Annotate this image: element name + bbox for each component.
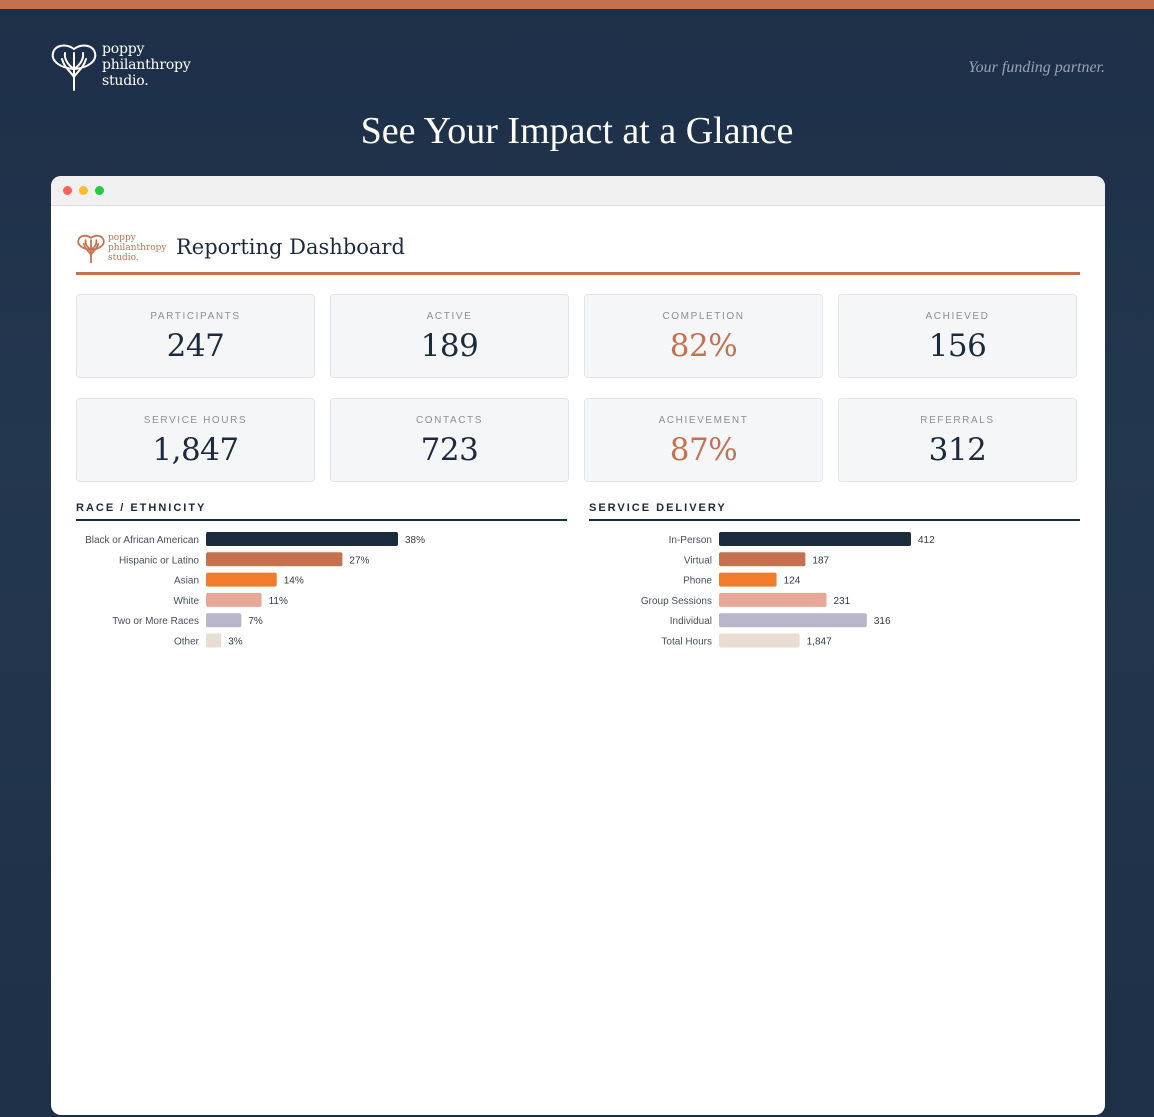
bar-category-label: In-Person [669, 535, 712, 546]
kpi-value: 87% [669, 432, 738, 468]
dashboard-title: Reporting Dashboard [176, 235, 405, 259]
bar[interactable] [719, 572, 777, 587]
bar[interactable] [206, 633, 222, 648]
service-delivery-chart: In-Person 412 Virtual 187 Phone 124 Group Sess… [641, 532, 935, 648]
kpi-card-referrals: REFERRALS 312 [838, 398, 1077, 482]
kpi-value: 1,847 [152, 432, 239, 468]
top-accent-stripe [0, 0, 1154, 9]
kpi-label: REFERRALS [920, 415, 995, 426]
bar-category-label: Total Hours [661, 637, 712, 648]
race-ethnicity-title: RACE / ETHNICITY [76, 502, 567, 521]
bar-value-label: 7% [248, 616, 263, 627]
minimize-window-dot[interactable] [79, 186, 88, 195]
bar-category-label: Hispanic or Latino [119, 555, 199, 566]
bar[interactable] [719, 592, 827, 607]
brand-logo-line: philanthropy [102, 57, 191, 73]
close-window-dot[interactable] [63, 186, 72, 195]
bar-value-label: 38% [405, 535, 425, 546]
kpi-value: 189 [420, 328, 479, 364]
bar[interactable] [206, 532, 398, 546]
poppy-flower-icon [51, 44, 97, 91]
kpi-card-contacts: CONTACTS 723 [330, 398, 569, 482]
bar-value-label: 11% [269, 596, 288, 607]
poppy-flower-icon [77, 234, 105, 263]
hero-title: See Your Impact at a Glance [360, 110, 794, 152]
bar[interactable] [206, 592, 262, 607]
bar-category-label: Group Sessions [641, 596, 712, 607]
brand-logo-line: studio. [102, 73, 149, 89]
bar-value-label: 316 [874, 616, 891, 627]
brand-logo[interactable]: poppy philanthropy studio. [50, 41, 191, 91]
bar[interactable] [719, 552, 806, 567]
dashboard-logo[interactable]: poppy philanthropy studio. [76, 233, 166, 263]
race-ethnicity-chart: Black or African American 38% Hispanic or … [85, 532, 425, 648]
kpi-card-active: ACTIVE 189 [330, 294, 569, 378]
bar-category-label: Virtual [684, 555, 712, 566]
kpi-value: 82% [669, 328, 738, 364]
kpi-label: CONTACTS [415, 415, 484, 426]
bar-category-label: Asian [174, 576, 199, 587]
dashboard-logo-line: philanthropy [108, 243, 167, 253]
kpi-value: 723 [420, 432, 479, 468]
bar-category-label: Two or More Races [112, 616, 199, 627]
bar[interactable] [719, 532, 911, 546]
bar-value-label: 14% [284, 576, 304, 587]
tagline: Your funding partner. [968, 59, 1105, 76]
bar-category-label: White [173, 596, 199, 607]
brand-logo-text: poppy philanthropy studio. [102, 41, 191, 89]
kpi-value: 312 [928, 432, 987, 468]
dashboard-header: poppy philanthropy studio. Reporting Das… [76, 230, 1080, 275]
dashboard-logo-text: poppy philanthropy studio. [108, 233, 166, 263]
bar[interactable] [206, 613, 242, 628]
bar-value-label: 1,847 [807, 637, 832, 648]
kpi-card-completion: COMPLETION 82% [584, 294, 823, 378]
bar[interactable] [206, 552, 343, 567]
bar-category-label: Other [174, 637, 200, 648]
kpi-card-participants: PARTICIPANTS 247 [76, 294, 315, 378]
bar-category-label: Black or African American [85, 535, 199, 546]
bar[interactable] [719, 633, 800, 648]
race-ethnicity-panel: RACE / ETHNICITY Black or African Americ… [76, 502, 567, 655]
browser-title-bar [51, 176, 1105, 206]
bar-value-label: 412 [918, 535, 935, 546]
bar-category-label: Individual [670, 616, 712, 627]
bar-value-label: 3% [228, 637, 243, 648]
kpi-label: COMPLETION [662, 311, 745, 322]
brand-logo-line: poppy [102, 41, 145, 57]
dashboard-logo-line: studio. [108, 253, 139, 263]
browser-window: poppy philanthropy studio. Reporting Das… [51, 176, 1105, 1115]
kpi-value: 247 [166, 328, 225, 364]
kpi-label: PARTICIPANTS [150, 311, 241, 322]
dashboard-logo-line: poppy [108, 233, 136, 243]
bar-value-label: 27% [349, 555, 369, 566]
kpi-card-achievement: ACHIEVEMENT 87% [584, 398, 823, 482]
service-delivery-title: SERVICE DELIVERY [589, 502, 1080, 521]
kpi-value: 156 [928, 328, 987, 364]
maximize-window-dot[interactable] [95, 186, 104, 195]
kpi-label: SERVICE HOURS [143, 415, 248, 426]
kpi-label: ACTIVE [426, 311, 473, 322]
bar-value-label: 187 [812, 555, 829, 566]
kpi-card-service-hours: SERVICE HOURS 1,847 [76, 398, 315, 482]
kpi-label: ACHIEVED [925, 311, 990, 322]
bar-category-label: Phone [683, 576, 712, 587]
bar[interactable] [206, 572, 277, 587]
bar[interactable] [719, 613, 867, 628]
bar-value-label: 231 [834, 596, 851, 607]
kpi-label: ACHIEVEMENT [658, 415, 749, 426]
service-delivery-panel: SERVICE DELIVERY In-Person 412 Virtual 187 P… [589, 502, 1080, 655]
kpi-card-achieved: ACHIEVED 156 [838, 294, 1077, 378]
bar-value-label: 124 [784, 576, 801, 587]
